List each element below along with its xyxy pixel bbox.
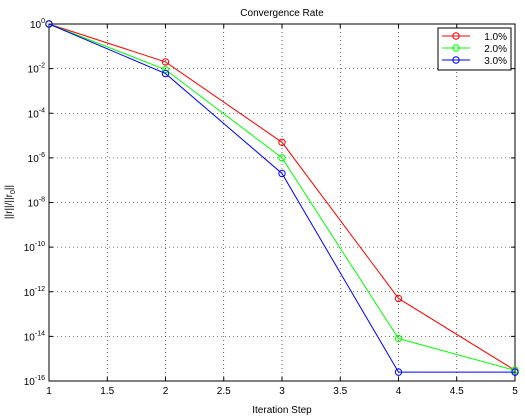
y-tick-label: 10-16 — [24, 375, 45, 388]
y-tick-label: 100 — [30, 18, 45, 31]
axis-ticks: 1 1.5 2 2.5 3 3.5 4 4.5 5 100 10-2 10-4 10-6 10-8 10-1… — [24, 18, 518, 397]
y-axis-label-subscript: 0 — [10, 190, 17, 194]
legend: 1.0%2.0%3.0% — [437, 27, 512, 71]
data-point — [161, 65, 170, 74]
data-point — [511, 368, 519, 376]
x-tick-label: 5 — [512, 386, 518, 397]
x-tick-label: 3 — [279, 386, 285, 397]
legend-label: 1.0% — [484, 32, 507, 43]
y-tick-label: 10-12 — [24, 286, 45, 299]
data-point — [161, 58, 170, 66]
data-point — [45, 20, 53, 28]
data-point — [278, 154, 286, 162]
legend-box — [437, 27, 512, 71]
y-tick-label: 10-8 — [28, 197, 45, 210]
series-lines — [45, 20, 519, 376]
series-line — [48, 23, 515, 373]
y-tick-label: 10-6 — [28, 152, 45, 165]
x-tick-label: 3.5 — [333, 386, 347, 397]
legend-marker — [452, 44, 460, 52]
x-tick-label: 2.5 — [217, 386, 231, 397]
y-axis-label-main: ||r||/||r — [4, 193, 15, 219]
data-point — [161, 69, 170, 78]
x-tick-label: 1 — [46, 386, 52, 397]
x-tick-label: 1.5 — [100, 386, 114, 397]
legend-label: 2.0% — [484, 44, 507, 55]
data-point — [394, 294, 403, 303]
x-tick-label: 4 — [396, 386, 402, 397]
x-tick-label: 2 — [163, 386, 169, 397]
series-line — [48, 23, 516, 371]
legend-item: 3.0% — [442, 56, 507, 67]
legend-item: 2.0% — [442, 44, 507, 55]
chart-title: Convergence Rate — [240, 8, 324, 19]
legend-marker — [452, 32, 460, 40]
y-tick-label: 10-10 — [24, 241, 45, 254]
data-point — [278, 138, 286, 146]
x-axis-label: Iteration Step — [252, 405, 312, 416]
y-axis-label: ||r||/||r0|| — [4, 185, 17, 219]
series-line — [48, 23, 516, 371]
legend-label: 3.0% — [484, 56, 507, 67]
y-tick-label: 10-2 — [28, 63, 45, 76]
x-tick-label: 4.5 — [450, 386, 464, 397]
y-tick-label: 10-14 — [24, 330, 45, 343]
legend-marker — [452, 56, 460, 64]
legend-item: 1.0% — [442, 32, 507, 43]
series-3 — [45, 20, 519, 376]
y-axis-label-end: || — [4, 185, 15, 190]
data-point — [394, 368, 403, 376]
data-point — [278, 169, 286, 178]
data-point — [394, 334, 403, 343]
y-tick-label: 10-4 — [28, 107, 45, 120]
